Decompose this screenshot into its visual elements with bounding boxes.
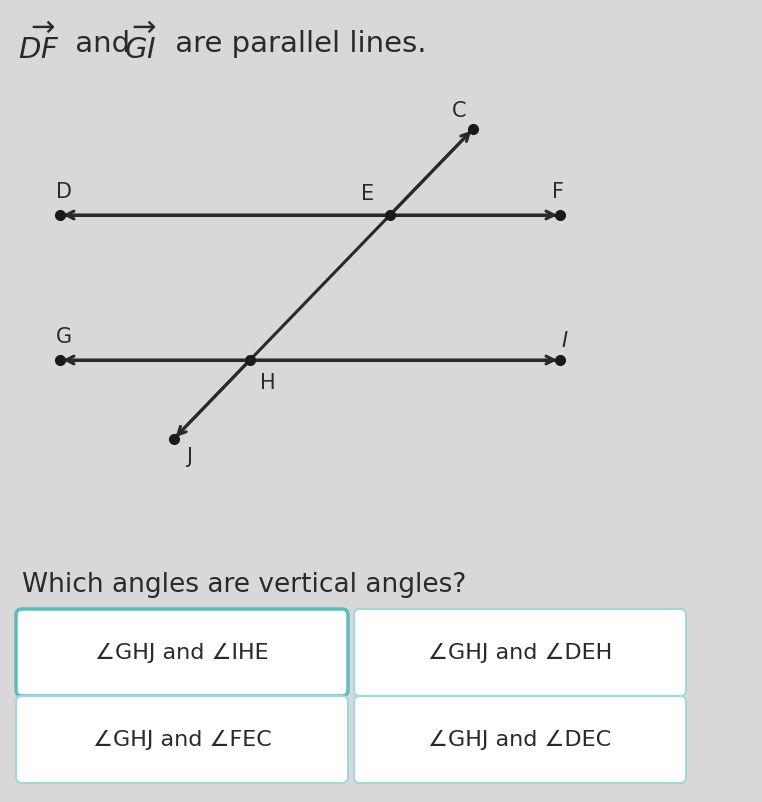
- Text: H: H: [260, 373, 276, 393]
- FancyBboxPatch shape: [16, 609, 348, 696]
- Text: ∠GHJ and ∠FEC: ∠GHJ and ∠FEC: [93, 730, 271, 750]
- Text: G: G: [56, 327, 72, 347]
- Text: $\overrightarrow{GI}$: $\overrightarrow{GI}$: [124, 23, 156, 64]
- Text: are parallel lines.: are parallel lines.: [166, 30, 427, 58]
- Text: ∠GHJ and ∠DEC: ∠GHJ and ∠DEC: [428, 730, 612, 750]
- Text: I: I: [561, 331, 567, 351]
- FancyBboxPatch shape: [354, 696, 686, 783]
- Text: F: F: [552, 182, 564, 202]
- Text: $\overrightarrow{DF}$: $\overrightarrow{DF}$: [18, 23, 59, 64]
- Text: C: C: [452, 101, 466, 120]
- Text: ∠GHJ and ∠DEH: ∠GHJ and ∠DEH: [428, 642, 612, 662]
- Text: Which angles are vertical angles?: Which angles are vertical angles?: [22, 572, 466, 598]
- Text: ∠GHJ and ∠IHE: ∠GHJ and ∠IHE: [95, 642, 269, 662]
- FancyBboxPatch shape: [354, 609, 686, 696]
- Text: D: D: [56, 182, 72, 202]
- Text: and: and: [66, 30, 139, 58]
- FancyBboxPatch shape: [16, 696, 348, 783]
- Text: E: E: [361, 184, 375, 204]
- Text: J: J: [187, 448, 193, 467]
